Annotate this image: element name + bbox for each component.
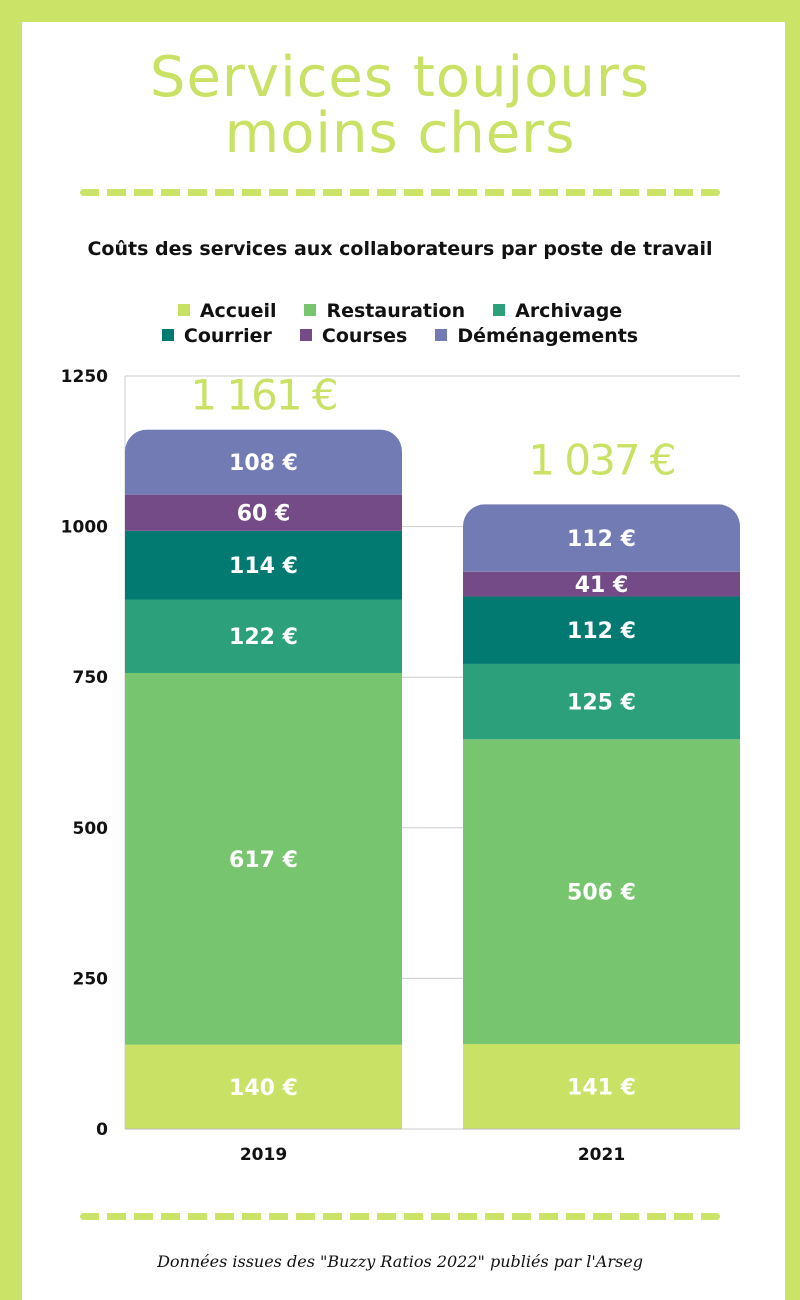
bar-segment-restauration [463,739,740,1045]
bar-segment-accueil [125,1044,402,1129]
data-label: 125 € [567,691,636,716]
legend-swatch [161,329,174,341]
page-title: Services toujours moins chers [149,45,651,166]
divider-bottom [80,1213,720,1220]
legend-row-2: Courrier Courses Déménagements [0,325,800,347]
bar-segment-archivage [463,663,740,740]
bar-segment-archivage [125,599,402,673]
bar-group-2021 [463,504,740,1129]
y-tick-label: 1000 [61,518,108,538]
chart-title: Coûts des services aux collaborateurs pa… [87,238,713,260]
legend-label: Déménagements [457,325,639,347]
bar-group-2019 [125,429,402,1129]
data-label: 141 € [567,1076,636,1101]
y-tick-label: 500 [73,819,109,839]
legend-label: Restauration [326,300,466,322]
bar-segment-courses [463,571,740,597]
legend-swatch [304,304,317,316]
y-tick-label: 750 [73,668,109,688]
legend-swatch [299,329,312,341]
legend-item-accueil: Accueil [177,300,277,322]
legend-item-courses: Courses [299,325,408,347]
x-tick-label: 2021 [578,1145,625,1165]
legend-item-courrier: Courrier [161,325,272,347]
legend-swatch [177,304,190,316]
source-note: Données issues des "Buzzy Ratios 2022" p… [157,1252,643,1271]
bar-segment-courses [125,494,402,531]
bar-segment-déménagements [125,429,402,495]
total-label: 1 161 € [190,371,336,420]
bar-segment-restauration [125,672,402,1045]
data-label: 617 € [229,848,298,873]
legend-item-archivage: Archivage [493,300,622,322]
data-label: 108 € [229,451,298,476]
y-tick-label: 0 [96,1120,108,1140]
legend-row-1: Accueil Restauration Archivage [0,300,800,322]
bar-segment-courrier [463,596,740,664]
bar-segment-déménagements [463,504,740,572]
bar-segment-accueil [463,1044,740,1129]
data-label: 112 € [567,527,636,552]
data-label: 112 € [567,619,636,644]
data-label: 60 € [237,502,291,527]
legend-swatch [493,304,506,316]
stacked-bar-chart: 0 250 500 750 1000 1250 140 € 617 € 122 € 114 € 60… [61,367,740,1165]
legend-item-déménagements: Déménagements [435,325,638,347]
data-label: 506 € [567,881,636,906]
bar-segment-courrier [125,530,402,600]
total-label: 1 037 € [528,435,674,484]
divider-top [80,189,720,196]
legend-swatch [435,329,448,341]
y-tick-label: 1250 [61,367,108,387]
legend-item-restauration: Restauration [304,300,465,322]
legend-label: Archivage [515,300,623,322]
y-tick-label: 250 [73,969,109,989]
x-tick-label: 2019 [240,1145,287,1165]
legend-label: Courses [321,325,408,347]
data-label: 122 € [229,625,298,650]
data-label: 114 € [229,554,298,579]
data-label: 41 € [575,573,629,598]
legend-label: Accueil [199,300,277,322]
legend-label: Courrier [183,325,272,347]
data-label: 140 € [229,1076,298,1101]
